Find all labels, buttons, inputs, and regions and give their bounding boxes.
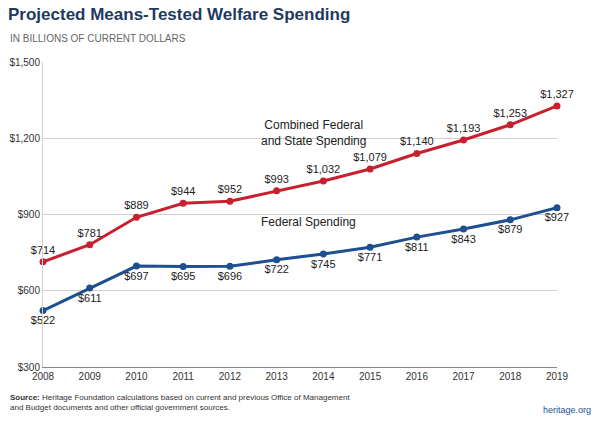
svg-text:$697: $697 bbox=[124, 270, 148, 282]
svg-text:$1,253: $1,253 bbox=[493, 107, 527, 119]
svg-text:Federal Spending: Federal Spending bbox=[261, 215, 356, 229]
svg-text:$900: $900 bbox=[18, 209, 41, 220]
svg-text:$952: $952 bbox=[218, 183, 242, 195]
svg-text:$811: $811 bbox=[405, 241, 429, 253]
svg-text:$944: $944 bbox=[171, 185, 195, 197]
svg-text:$879: $879 bbox=[498, 223, 522, 235]
svg-text:$600: $600 bbox=[18, 285, 41, 296]
svg-text:$781: $781 bbox=[77, 227, 101, 239]
svg-text:2009: 2009 bbox=[79, 371, 102, 382]
svg-text:2017: 2017 bbox=[452, 371, 475, 382]
svg-text:$927: $927 bbox=[545, 211, 569, 223]
svg-text:$745: $745 bbox=[311, 258, 335, 270]
svg-text:$1,193: $1,193 bbox=[447, 122, 481, 134]
svg-text:2019: 2019 bbox=[546, 371, 569, 382]
svg-text:$889: $889 bbox=[124, 199, 148, 211]
svg-text:2012: 2012 bbox=[219, 371, 242, 382]
svg-text:Source: Heritage Foundation ca: Source: Heritage Foundation calculations… bbox=[10, 393, 350, 412]
svg-text:IN BILLIONS OF CURRENT DOLLARS: IN BILLIONS OF CURRENT DOLLARS bbox=[10, 33, 186, 44]
svg-text:$1,140: $1,140 bbox=[400, 135, 434, 147]
svg-text:$611: $611 bbox=[78, 292, 102, 304]
svg-text:$1,327: $1,327 bbox=[540, 88, 574, 100]
svg-text:2015: 2015 bbox=[359, 371, 382, 382]
svg-text:$714: $714 bbox=[31, 244, 55, 256]
svg-text:$722: $722 bbox=[264, 263, 288, 275]
svg-text:$1,500: $1,500 bbox=[9, 57, 40, 68]
svg-text:$1,079: $1,079 bbox=[353, 151, 387, 163]
svg-text:2016: 2016 bbox=[406, 371, 429, 382]
svg-text:2010: 2010 bbox=[125, 371, 148, 382]
svg-text:Projected Means-Tested Welfare: Projected Means-Tested Welfare Spending bbox=[8, 5, 350, 24]
svg-text:2014: 2014 bbox=[312, 371, 335, 382]
svg-text:$1,032: $1,032 bbox=[307, 163, 341, 175]
svg-text:$771: $771 bbox=[358, 251, 382, 263]
svg-text:$993: $993 bbox=[264, 173, 288, 185]
svg-text:$696: $696 bbox=[218, 270, 242, 282]
svg-text:2011: 2011 bbox=[172, 371, 194, 382]
svg-text:heritage.org: heritage.org bbox=[543, 405, 591, 415]
svg-text:2018: 2018 bbox=[499, 371, 522, 382]
svg-text:$843: $843 bbox=[451, 233, 475, 245]
svg-text:2008: 2008 bbox=[32, 371, 55, 382]
svg-text:$1,200: $1,200 bbox=[9, 133, 40, 144]
svg-text:$300: $300 bbox=[18, 362, 41, 373]
svg-text:$695: $695 bbox=[171, 270, 195, 282]
svg-text:$522: $522 bbox=[31, 314, 55, 326]
svg-text:Combined Federaland State Spen: Combined Federaland State Spending bbox=[261, 118, 366, 148]
svg-text:2013: 2013 bbox=[266, 371, 289, 382]
